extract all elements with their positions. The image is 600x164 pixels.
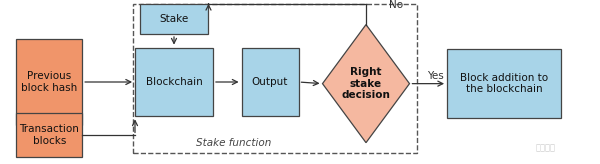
Text: Stake: Stake xyxy=(160,14,188,24)
Text: Yes: Yes xyxy=(427,71,443,81)
Text: Right
stake
decision: Right stake decision xyxy=(341,67,391,100)
FancyBboxPatch shape xyxy=(135,48,213,116)
Text: Stake function: Stake function xyxy=(196,138,272,148)
Text: Previous
block hash: Previous block hash xyxy=(21,71,77,93)
Text: Output: Output xyxy=(252,77,288,87)
Polygon shape xyxy=(323,25,409,143)
FancyBboxPatch shape xyxy=(16,113,82,157)
Text: No: No xyxy=(389,0,403,10)
Text: Transaction
blocks: Transaction blocks xyxy=(19,124,79,146)
FancyBboxPatch shape xyxy=(242,48,299,116)
Bar xyxy=(133,4,417,153)
Text: Block addition to
the blockchain: Block addition to the blockchain xyxy=(460,73,548,94)
Text: Blockchain: Blockchain xyxy=(146,77,202,87)
FancyBboxPatch shape xyxy=(447,49,561,118)
FancyBboxPatch shape xyxy=(139,4,209,34)
Text: 金色财经: 金色财经 xyxy=(536,143,556,152)
FancyBboxPatch shape xyxy=(16,39,82,125)
